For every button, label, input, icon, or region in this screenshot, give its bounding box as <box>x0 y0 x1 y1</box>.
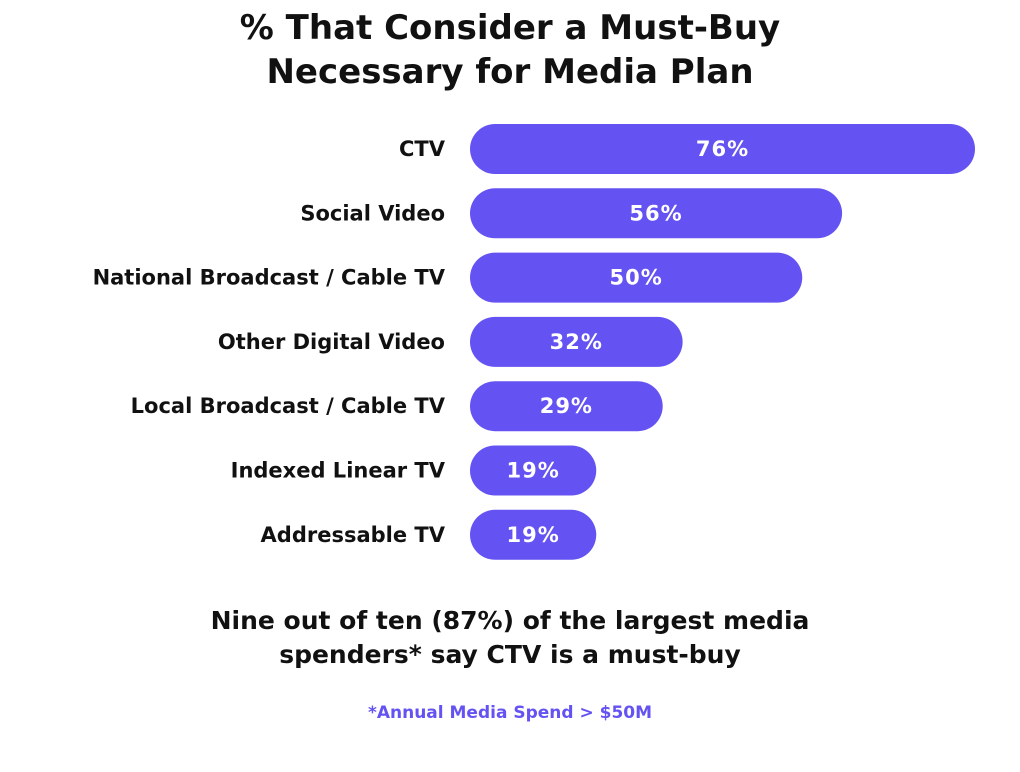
value-label-5: 19% <box>506 459 559 483</box>
footnote-line-1: Nine out of ten (87%) of the largest med… <box>210 606 810 635</box>
category-label-2: National Broadcast / Cable TV <box>93 266 446 290</box>
category-label-1: Social Video <box>300 201 445 225</box>
category-label-4: Local Broadcast / Cable TV <box>131 394 446 418</box>
bar-3 <box>470 316 683 367</box>
bar-0 <box>470 124 975 174</box>
value-label-6: 19% <box>506 523 559 547</box>
bar-2 <box>470 252 803 303</box>
bar-chart: CTV 76% Social Video 56% National Broadcast … <box>93 124 975 560</box>
footnote-annotation: *Annual Media Spend > $50M <box>367 703 653 723</box>
value-label-4: 29% <box>540 394 593 418</box>
bars-group: CTV 76% Social Video 56% National Broadcast … <box>93 124 975 560</box>
value-label-0: 76% <box>696 137 749 161</box>
category-label-3: Other Digital Video <box>218 330 445 354</box>
chart-title-line-2: Necessary for Media Plan <box>266 52 754 92</box>
bar-1 <box>470 188 843 239</box>
value-label-3: 32% <box>550 330 603 354</box>
footnote-statement: Nine out of ten (87%) of the largest med… <box>0 604 1020 672</box>
category-label-5: Indexed Linear TV <box>231 459 446 483</box>
value-label-1: 56% <box>629 201 682 225</box>
chart-title: % That Consider a Must-Buy Necessary for… <box>0 6 1020 94</box>
bar-4 <box>470 381 663 432</box>
chart-title-line-1: % That Consider a Must-Buy <box>239 8 781 48</box>
value-label-2: 50% <box>609 266 662 290</box>
bar-6 <box>470 509 597 560</box>
bar-5 <box>470 445 597 496</box>
category-label-0: CTV <box>399 137 446 161</box>
footnote-line-2: spenders* say CTV is a must-buy <box>279 640 741 669</box>
category-label-6: Addressable TV <box>261 523 446 547</box>
